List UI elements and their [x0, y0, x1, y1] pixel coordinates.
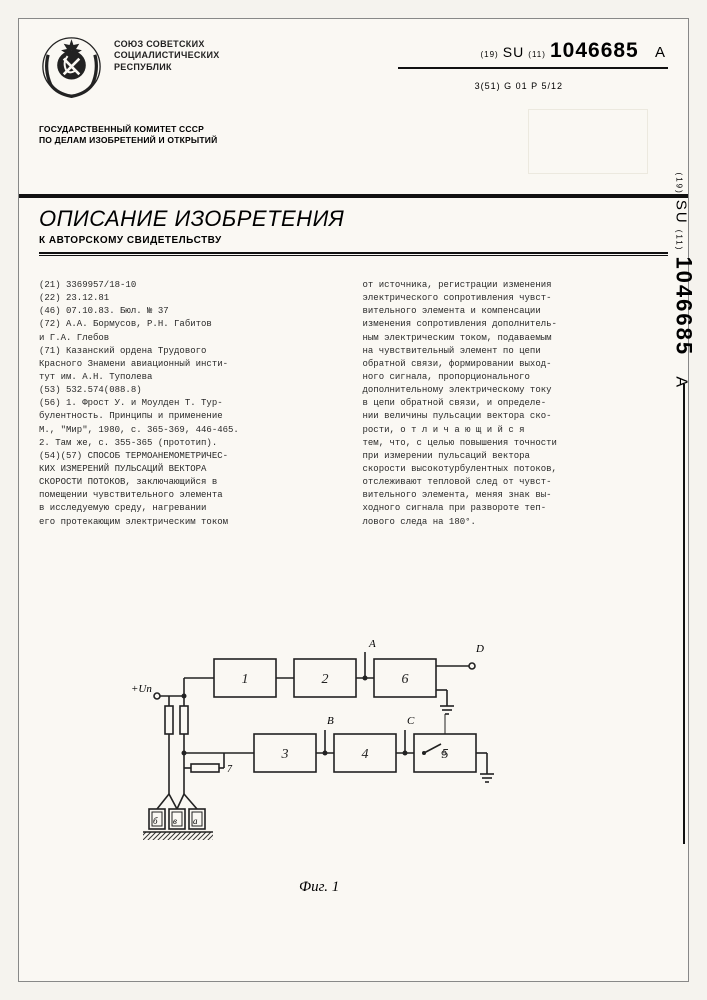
header: СОЮЗ СОВЕТСКИХ СОЦИАЛИСТИЧЕСКИХ РЕСПУБЛИ… — [19, 19, 688, 194]
kind-code: A — [655, 44, 666, 61]
text-line: ходного сигнала при развороте теп- — [363, 502, 669, 514]
text-line: вительного элемента, меняя знак вы- — [363, 489, 669, 501]
svg-text:4: 4 — [362, 747, 369, 762]
side-margin-line — [683, 384, 685, 844]
text-line: при измерении пульсаций вектора — [363, 450, 669, 462]
body-text: (21) 3369957/18-10(22) 23.12.81(46) 07.1… — [39, 279, 668, 529]
issuing-org: СОЮЗ СОВЕТСКИХ СОЦИАЛИСТИЧЕСКИХ РЕСПУБЛИ… — [114, 39, 220, 73]
text-line: вительного элемента и компенсации — [363, 305, 669, 317]
text-line: КИХ ИЗМЕРЕНИЙ ПУЛЬСАЦИЙ ВЕКТОРА — [39, 463, 345, 475]
text-line: (56) 1. Фрост У. и Моулден Т. Тур- — [39, 397, 345, 409]
committee-name: ГОСУДАРСТВЕННЫЙ КОМИТЕТ СССР ПО ДЕЛАМ ИЗ… — [39, 124, 217, 146]
svg-text:а: а — [193, 816, 198, 826]
org-line: СОЦИАЛИСТИЧЕСКИХ — [114, 50, 220, 61]
text-line: в цепи обратной связи, и определе- — [363, 397, 669, 409]
text-line: его протекающим электрическим током — [39, 516, 345, 528]
svg-text:+Uп: +Uп — [131, 683, 152, 695]
text-line: тут им. А.Н. Туполева — [39, 371, 345, 383]
text-line: ного сигнала, пропорционального — [363, 371, 669, 383]
svg-text:A: A — [368, 638, 376, 650]
page: СОЮЗ СОВЕТСКИХ СОЦИАЛИСТИЧЕСКИХ РЕСПУБЛИ… — [18, 18, 689, 982]
text-line: скорости высокотурбулентных потоков, — [363, 463, 669, 475]
svg-text:B: B — [327, 715, 334, 727]
text-line: рости, о т л и ч а ю щ и й с я — [363, 424, 669, 436]
circuit-diagram: +Uп7бва126345ABCD — [129, 624, 499, 874]
publication-number: (19) SU (11) 1046685 A — [480, 39, 666, 63]
ipc-classification: 3(51) G 01 P 5/12 — [475, 81, 563, 91]
text-line: помещении чувствительного элемента — [39, 489, 345, 501]
text-line: лового следа на 180°. — [363, 516, 669, 528]
ipc-prefix: 3(51) — [475, 81, 501, 91]
text-line: 2. Там же, с. 355-365 (прототип). — [39, 437, 345, 449]
text-line: (21) 3369957/18-10 — [39, 279, 345, 291]
text-line: (53) 532.574(088.8) — [39, 384, 345, 396]
text-line: М., "Мир", 1980, с. 365-369, 446-465. — [39, 424, 345, 436]
title-underline — [39, 252, 668, 256]
text-line: (46) 07.10.83. Бюл. № 37 — [39, 305, 345, 317]
title-bar: ОПИСАНИЕ ИЗОБРЕТЕНИЯ К АВТОРСКОМУ СВИДЕТ… — [19, 194, 688, 260]
state-emblem-icon — [39, 34, 104, 99]
doc-prefix: (11) — [528, 50, 546, 59]
svg-text:2: 2 — [322, 672, 329, 687]
svg-text:D: D — [475, 643, 484, 655]
org-line: РЕСПУБЛИК — [114, 62, 220, 73]
org-line: СОЮЗ СОВЕТСКИХ — [114, 39, 220, 50]
cc-prefix: (19) — [480, 50, 498, 59]
svg-text:C: C — [407, 715, 415, 727]
svg-text:3: 3 — [281, 747, 289, 762]
side-publication-number: (19) SU (11) 1046685 A — [670, 173, 696, 389]
text-line: булентность. Принципы и применение — [39, 410, 345, 422]
text-line: отслеживают тепловой след от чувст- — [363, 476, 669, 488]
text-line: электрического сопротивления чувст- — [363, 292, 669, 304]
ipc-code: G 01 P 5/12 — [504, 81, 563, 91]
text-line: обратной связи, формировании выход- — [363, 358, 669, 370]
figure-label: Фиг. 1 — [299, 879, 339, 896]
text-line: нии величины пульсации вектора ско- — [363, 410, 669, 422]
text-line: и Г.А. Глебов — [39, 332, 345, 344]
committee-line: ПО ДЕЛАМ ИЗОБРЕТЕНИЙ И ОТКРЫТИЙ — [39, 135, 217, 146]
country-code: SU — [503, 44, 524, 60]
document-title: ОПИСАНИЕ ИЗОБРЕТЕНИЯ — [39, 206, 668, 232]
svg-text:6: 6 — [402, 672, 409, 687]
text-line: тем, что, с целью повышения точности — [363, 437, 669, 449]
left-column: (21) 3369957/18-10(22) 23.12.81(46) 07.1… — [39, 279, 345, 529]
svg-text:в: в — [173, 816, 177, 826]
text-line: от источника, регистрации изменения — [363, 279, 669, 291]
svg-text:1: 1 — [242, 672, 249, 687]
text-line: на чувствительный элемент по цепи — [363, 345, 669, 357]
doc-number: 1046685 — [550, 39, 639, 62]
document-subtitle: К АВТОРСКОМУ СВИДЕТЕЛЬСТВУ — [39, 235, 668, 246]
text-line: (22) 23.12.81 — [39, 292, 345, 304]
text-line: СКОРОСТИ ПОТОКОВ, заключающийся в — [39, 476, 345, 488]
committee-line: ГОСУДАРСТВЕННЫЙ КОМИТЕТ СССР — [39, 124, 217, 135]
text-line: (72) А.А. Бормусов, Р.Н. Габитов — [39, 318, 345, 330]
faint-stamp — [528, 109, 648, 174]
text-line: (54)(57) СПОСОБ ТЕРМОАНЕМОМЕТРИЧЕС- — [39, 450, 345, 462]
text-line: (71) Казанский ордена Трудового — [39, 345, 345, 357]
text-line: в исследуемую среду, нагревании — [39, 502, 345, 514]
text-line: ным электрическим током, подаваемым — [363, 332, 669, 344]
right-column: от источника, регистрации измененияэлект… — [363, 279, 669, 529]
svg-text:б: б — [153, 816, 158, 826]
text-line: дополнительному электрическому току — [363, 384, 669, 396]
pub-number-underline — [398, 67, 668, 69]
text-line: Красного Знамени авиационный инсти- — [39, 358, 345, 370]
text-line: изменения сопротивления дополнитель- — [363, 318, 669, 330]
svg-text:7: 7 — [227, 764, 233, 775]
